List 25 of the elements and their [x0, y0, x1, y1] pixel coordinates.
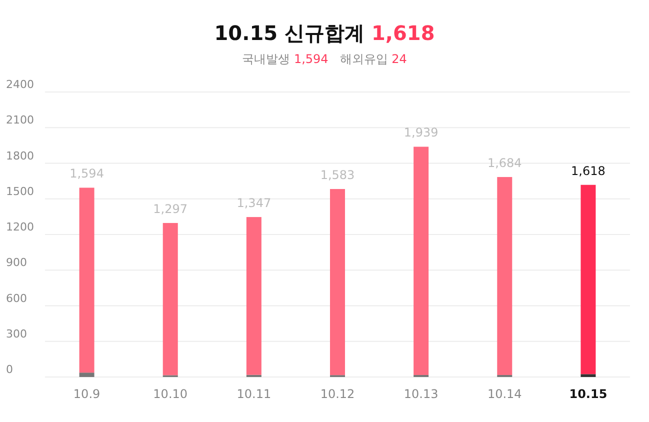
y-tick-label: 2100 [6, 114, 34, 127]
x-tick-label: 10.9 [73, 387, 100, 401]
total-label: 1,618 [571, 164, 606, 178]
y-tick-label: 1800 [6, 149, 34, 162]
y-tick-label: 600 [6, 292, 27, 305]
total-label: 1,583 [320, 168, 355, 182]
x-tick-label: 10.13 [404, 387, 438, 401]
y-tick-label: 1500 [6, 184, 34, 198]
total-label: 1,297 [153, 202, 188, 216]
chart-title: 10.15 신규합계 1,618 [214, 21, 435, 45]
chart-subtitle: 국내발생 1,594 해외유입 24 [242, 52, 407, 66]
y-tick-label: 1200 [6, 220, 34, 234]
x-tick-label: 10.15 [569, 387, 608, 401]
total-label: 1,594 [70, 166, 104, 181]
total-label: 1,939 [404, 126, 438, 140]
y-tick-label: 300 [6, 327, 27, 340]
x-tick-label: 10.11 [236, 387, 272, 401]
x-tick-label: 10.14 [487, 387, 522, 401]
y-tick-label: 2400 [6, 78, 34, 91]
y-tick-label: 900 [6, 256, 27, 270]
total-label: 1,347 [236, 196, 272, 210]
x-tick-label: 10.12 [320, 387, 355, 401]
total-label: 1,684 [487, 156, 522, 170]
y-tick-label: 0 [6, 363, 13, 376]
x-tick-label: 10.10 [153, 387, 188, 401]
